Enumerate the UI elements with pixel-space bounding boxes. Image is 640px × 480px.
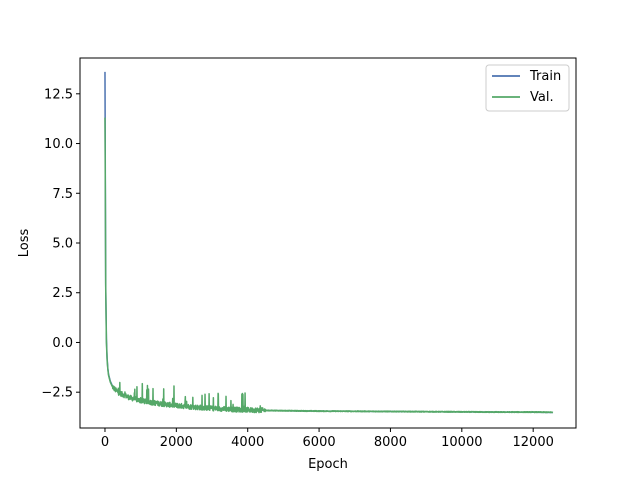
y-tick-label: 7.5 bbox=[52, 187, 73, 202]
legend-val-label: Val. bbox=[530, 90, 554, 105]
legend: Train Val. bbox=[485, 64, 570, 112]
legend-train-label: Train bbox=[529, 69, 561, 84]
y-axis-label: Loss bbox=[17, 229, 32, 258]
y-tick-label: 10.0 bbox=[44, 137, 73, 152]
plot-lines bbox=[104, 71, 554, 414]
y-tick-label: 0.0 bbox=[52, 336, 73, 351]
y-axis-ticks: −2.5 0.0 2.5 5.0 7.5 10.0 12.5 bbox=[41, 87, 80, 401]
x-axis-ticks: 0 2000 4000 6000 8000 10000 12000 bbox=[101, 428, 554, 450]
plot-frame bbox=[79, 57, 577, 429]
x-tick-label: 8000 bbox=[374, 435, 407, 450]
x-tick-label: 12000 bbox=[513, 435, 554, 450]
series-train-line bbox=[104, 71, 553, 414]
x-tick-label: 2000 bbox=[160, 435, 193, 450]
y-tick-label: 12.5 bbox=[44, 87, 73, 102]
x-tick-label: 10000 bbox=[441, 435, 482, 450]
y-tick-label: −2.5 bbox=[41, 386, 73, 401]
x-tick-label: 6000 bbox=[303, 435, 336, 450]
y-tick-label: 5.0 bbox=[52, 237, 73, 252]
series-val-line bbox=[104, 117, 554, 414]
x-axis-label: Epoch bbox=[308, 457, 348, 472]
x-tick-label: 0 bbox=[101, 435, 109, 450]
x-tick-label: 4000 bbox=[231, 435, 264, 450]
y-tick-label: 2.5 bbox=[52, 286, 73, 301]
